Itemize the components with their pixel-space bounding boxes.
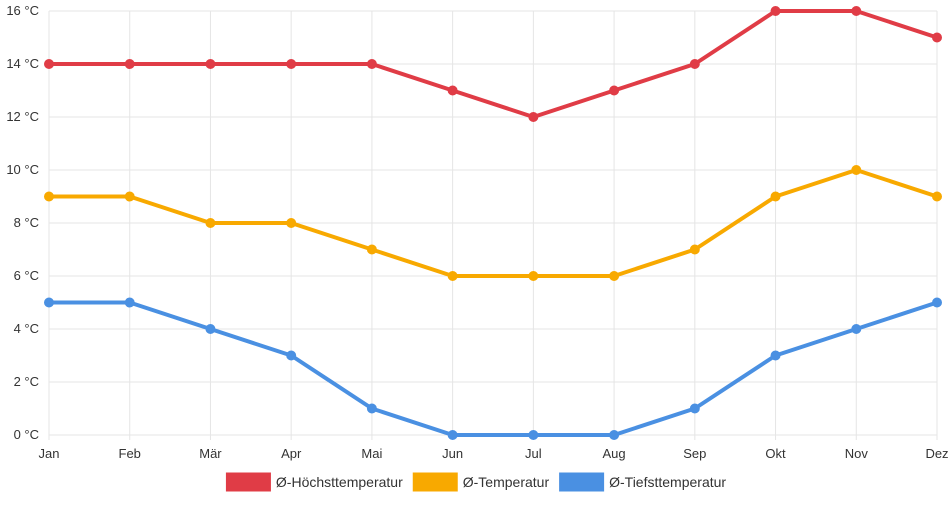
data-point[interactable] xyxy=(932,297,942,308)
legend: Ø-Höchsttemperatur Ø-Temperatur Ø-Tiefstte… xyxy=(225,472,726,492)
series-layer xyxy=(44,6,942,440)
x-tick-label: Sep xyxy=(683,446,706,461)
data-point[interactable] xyxy=(447,430,458,440)
data-point[interactable] xyxy=(528,271,539,281)
data-point[interactable] xyxy=(689,59,700,69)
series-line xyxy=(47,9,939,119)
data-point[interactable] xyxy=(447,85,458,96)
grid-layer xyxy=(48,10,938,440)
legend-swatch xyxy=(225,472,271,492)
data-point[interactable] xyxy=(770,191,781,202)
legend-label: Ø-Tiefsttemperatur xyxy=(609,474,726,490)
legend-swatch xyxy=(559,472,605,492)
x-axis-ticks: Jan Feb Mär Apr Mai Jun Jul Aug Sep Okt Nov Dez xyxy=(39,446,949,461)
x-tick-label: Apr xyxy=(281,446,302,461)
data-point[interactable] xyxy=(205,218,216,228)
x-tick-label: Jun xyxy=(442,446,463,461)
data-point[interactable] xyxy=(44,297,54,308)
data-point[interactable] xyxy=(932,32,942,43)
y-tick-label: 2 °C xyxy=(14,374,39,389)
data-point[interactable] xyxy=(286,59,297,69)
legend-label: Ø-Temperatur xyxy=(463,474,550,490)
y-tick-label: 14 °C xyxy=(6,56,39,71)
data-point[interactable] xyxy=(447,271,458,281)
data-point[interactable] xyxy=(689,403,700,414)
data-point[interactable] xyxy=(609,85,620,96)
x-tick-label: Dez xyxy=(925,446,948,461)
data-point[interactable] xyxy=(689,244,700,255)
data-point[interactable] xyxy=(528,112,539,122)
y-tick-label: 6 °C xyxy=(14,268,39,283)
series-2 xyxy=(44,297,942,440)
x-tick-label: Okt xyxy=(765,446,786,461)
y-tick-label: 16 °C xyxy=(6,3,39,18)
data-point[interactable] xyxy=(44,191,54,202)
data-point[interactable] xyxy=(770,350,781,361)
legend-item[interactable]: Ø-Tiefsttemperatur xyxy=(559,472,726,492)
y-axis-ticks: 0 °C 2 °C 4 °C 6 °C 8 °C 10 °C 12 °C 14 °C 16 °C xyxy=(6,3,39,442)
data-point[interactable] xyxy=(124,297,135,308)
y-tick-label: 12 °C xyxy=(6,109,39,124)
x-tick-label: Jul xyxy=(525,446,542,461)
data-point[interactable] xyxy=(851,6,862,16)
x-tick-label: Feb xyxy=(119,446,141,461)
data-point[interactable] xyxy=(44,59,54,69)
data-point[interactable] xyxy=(851,324,862,334)
data-point[interactable] xyxy=(205,59,216,69)
data-point[interactable] xyxy=(528,430,539,440)
data-point[interactable] xyxy=(205,324,216,334)
data-point[interactable] xyxy=(851,165,862,175)
x-tick-label: Mär xyxy=(199,446,222,461)
data-point[interactable] xyxy=(609,430,620,440)
data-point[interactable] xyxy=(932,191,942,202)
data-point[interactable] xyxy=(609,271,620,281)
y-tick-label: 8 °C xyxy=(14,215,39,230)
legend-label: Ø-Höchsttemperatur xyxy=(276,474,403,490)
legend-item[interactable]: Ø-Temperatur xyxy=(412,472,550,492)
x-tick-label: Nov xyxy=(845,446,869,461)
data-point[interactable] xyxy=(124,59,135,69)
y-tick-label: 0 °C xyxy=(14,427,39,442)
series-line xyxy=(47,168,939,278)
data-point[interactable] xyxy=(366,244,377,255)
legend-swatch xyxy=(412,472,458,492)
data-point[interactable] xyxy=(286,350,297,361)
legend-item[interactable]: Ø-Höchsttemperatur xyxy=(225,472,403,492)
series-0 xyxy=(44,6,942,122)
y-tick-label: 10 °C xyxy=(6,162,39,177)
series-1 xyxy=(44,165,942,281)
data-point[interactable] xyxy=(770,6,781,16)
data-point[interactable] xyxy=(124,191,135,202)
y-tick-label: 4 °C xyxy=(14,321,39,336)
series-line xyxy=(47,300,939,437)
data-point[interactable] xyxy=(366,403,377,414)
x-tick-label: Aug xyxy=(603,446,626,461)
data-point[interactable] xyxy=(366,59,377,69)
x-tick-label: Mai xyxy=(361,446,382,461)
data-point[interactable] xyxy=(286,218,297,228)
x-tick-label: Jan xyxy=(39,446,60,461)
